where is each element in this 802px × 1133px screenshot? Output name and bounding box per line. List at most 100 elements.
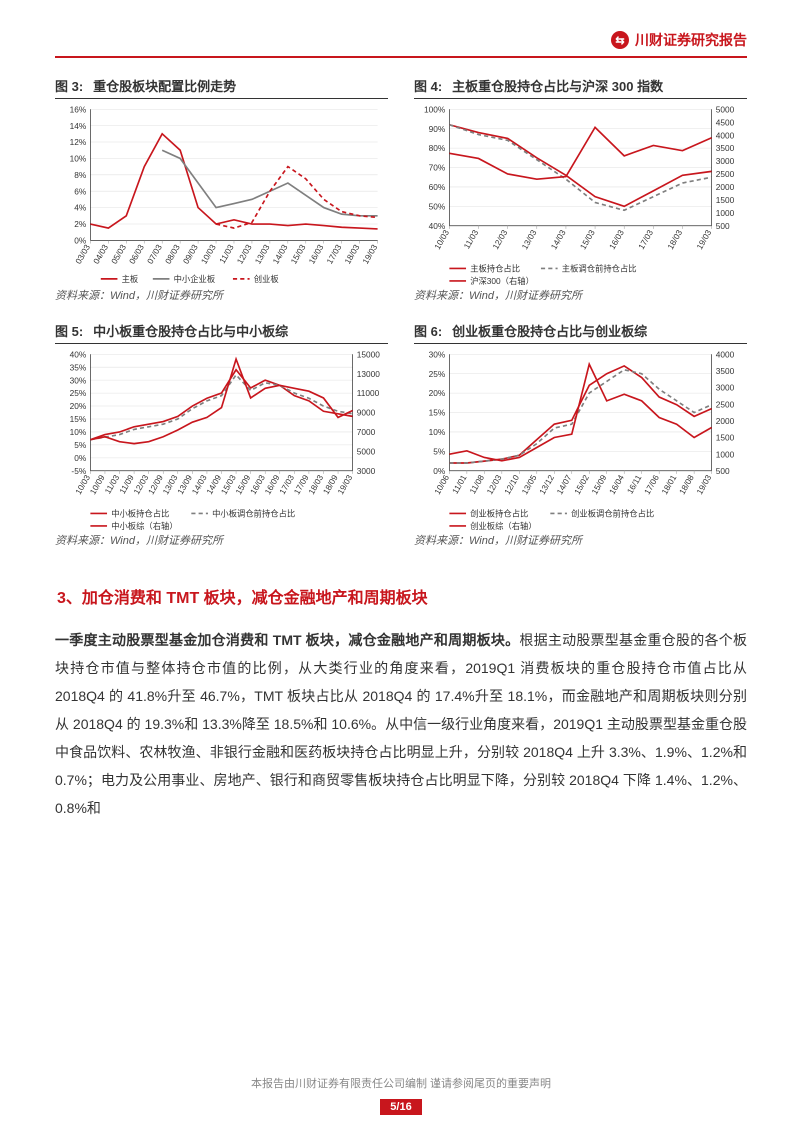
figure-3-source: 资料来源：Wind，川财证券研究所 xyxy=(55,287,388,303)
svg-text:60%: 60% xyxy=(429,182,446,192)
svg-text:14%: 14% xyxy=(70,121,87,131)
svg-text:08/03: 08/03 xyxy=(163,242,182,265)
svg-text:12/03: 12/03 xyxy=(490,228,509,251)
svg-text:14/03: 14/03 xyxy=(549,228,568,251)
svg-text:18/03: 18/03 xyxy=(665,228,684,251)
svg-text:40%: 40% xyxy=(70,349,87,359)
svg-text:19/03: 19/03 xyxy=(694,228,713,251)
svg-text:中小板综（右轴）: 中小板综（右轴） xyxy=(111,521,178,531)
svg-text:17/03: 17/03 xyxy=(636,228,655,251)
body-paragraph: 一季度主动股票型基金加仓消费和 TMT 板块，减仓金融地产和周期板块。根据主动股… xyxy=(55,626,747,822)
svg-text:25%: 25% xyxy=(70,388,87,398)
svg-text:09/03: 09/03 xyxy=(181,242,200,265)
svg-text:15%: 15% xyxy=(429,408,446,418)
svg-text:15/02: 15/02 xyxy=(572,473,591,496)
svg-text:2500: 2500 xyxy=(716,399,735,409)
svg-text:主板调仓前持仓占比: 主板调仓前持仓占比 xyxy=(562,264,637,274)
report-header: ⇆ 川财证券研究报告 xyxy=(55,30,747,58)
svg-text:4%: 4% xyxy=(74,203,87,213)
svg-text:创业板调仓前持仓占比: 创业板调仓前持仓占比 xyxy=(571,509,654,519)
svg-text:3000: 3000 xyxy=(357,466,376,476)
footer-disclaimer: 本报告由川财证券有限责任公司编制 谨请参阅尾页的重要声明 xyxy=(0,1075,802,1091)
svg-text:11/01: 11/01 xyxy=(450,473,469,496)
svg-text:07/03: 07/03 xyxy=(145,242,164,265)
svg-text:19/03: 19/03 xyxy=(694,473,713,496)
figure-4-source: 资料来源：Wind，川财证券研究所 xyxy=(414,287,747,303)
svg-text:主板持仓占比: 主板持仓占比 xyxy=(470,264,520,274)
figure-3-title: 重仓股板块配置比例走势 xyxy=(93,79,236,95)
svg-text:13/05: 13/05 xyxy=(519,473,538,496)
svg-text:19/03: 19/03 xyxy=(335,473,354,496)
svg-text:4000: 4000 xyxy=(716,349,735,359)
svg-text:11000: 11000 xyxy=(357,388,380,398)
svg-text:2%: 2% xyxy=(74,219,87,229)
figure-6-title: 创业板重仓股持仓占比与创业板综 xyxy=(452,324,647,340)
svg-text:04/03: 04/03 xyxy=(91,242,110,265)
svg-text:2000: 2000 xyxy=(716,182,735,192)
figure-5-title: 中小板重仓股持仓占比与中小板综 xyxy=(93,324,288,340)
svg-text:15%: 15% xyxy=(70,414,87,424)
svg-text:90%: 90% xyxy=(429,124,446,134)
svg-text:12/03: 12/03 xyxy=(235,242,254,265)
svg-text:10/06: 10/06 xyxy=(432,473,451,496)
svg-text:11/03: 11/03 xyxy=(461,228,480,251)
svg-text:10/03: 10/03 xyxy=(199,242,218,265)
svg-text:3000: 3000 xyxy=(716,156,735,166)
svg-text:14/07: 14/07 xyxy=(554,473,573,496)
svg-text:18/01: 18/01 xyxy=(659,473,678,496)
svg-text:创业板: 创业板 xyxy=(254,274,280,284)
svg-text:6%: 6% xyxy=(74,186,87,196)
svg-text:1000: 1000 xyxy=(716,208,735,218)
figure-4: 图 4: 主板重仓股持仓占比与沪深 300 指数 40%50%60%70%80%… xyxy=(414,76,747,303)
figure-3-chart: 0%2%4%6%8%10%12%14%16%03/0304/0305/0306/… xyxy=(55,103,388,283)
svg-text:中小板调仓前持仓占比: 中小板调仓前持仓占比 xyxy=(212,509,295,519)
svg-text:03/03: 03/03 xyxy=(73,242,92,265)
svg-text:20%: 20% xyxy=(429,388,446,398)
svg-text:16%: 16% xyxy=(70,104,87,114)
svg-text:中小板持仓占比: 中小板持仓占比 xyxy=(111,509,169,519)
svg-text:17/03: 17/03 xyxy=(324,242,343,265)
brand-logo-icon: ⇆ xyxy=(611,31,629,49)
svg-text:35%: 35% xyxy=(70,362,87,372)
figure-6-source: 资料来源：Wind，川财证券研究所 xyxy=(414,532,747,548)
svg-text:15/03: 15/03 xyxy=(288,242,307,265)
svg-text:100%: 100% xyxy=(424,104,446,114)
paragraph-body: 根据主动股票型基金重仓股的各个板块持仓市值与整体持仓市值的比例，从大类行业的角度… xyxy=(55,632,747,816)
figure-3-index: 图 3: xyxy=(55,76,83,95)
svg-text:70%: 70% xyxy=(429,163,446,173)
svg-text:7000: 7000 xyxy=(357,427,376,437)
svg-text:12/10: 12/10 xyxy=(502,473,521,496)
svg-text:10%: 10% xyxy=(70,154,87,164)
svg-text:11/03: 11/03 xyxy=(217,242,236,265)
figure-3: 图 3: 重仓股板块配置比例走势 0%2%4%6%8%10%12%14%16%0… xyxy=(55,76,388,303)
svg-text:500: 500 xyxy=(716,466,730,476)
svg-text:20%: 20% xyxy=(70,401,87,411)
svg-text:19/03: 19/03 xyxy=(360,242,379,265)
svg-text:8%: 8% xyxy=(74,170,87,180)
svg-text:13000: 13000 xyxy=(357,369,380,379)
svg-text:50%: 50% xyxy=(429,201,446,211)
svg-text:9000: 9000 xyxy=(357,408,376,418)
figure-4-index: 图 4: xyxy=(414,76,442,95)
svg-text:16/03: 16/03 xyxy=(607,228,626,251)
svg-text:10/03: 10/03 xyxy=(432,228,451,251)
svg-text:4000: 4000 xyxy=(716,130,735,140)
svg-text:12/03: 12/03 xyxy=(484,473,503,496)
svg-text:1500: 1500 xyxy=(716,433,735,443)
svg-text:5000: 5000 xyxy=(357,446,376,456)
page-number-badge: 5/16 xyxy=(380,1099,421,1115)
figure-6: 图 6: 创业板重仓股持仓占比与创业板综 0%5%10%15%20%25%30%… xyxy=(414,321,747,548)
svg-text:10%: 10% xyxy=(429,427,446,437)
svg-text:2500: 2500 xyxy=(716,169,735,179)
svg-text:主板: 主板 xyxy=(122,274,139,284)
svg-text:3000: 3000 xyxy=(716,383,735,393)
figure-6-index: 图 6: xyxy=(414,321,442,340)
svg-text:13/03: 13/03 xyxy=(519,228,538,251)
section-heading: 3、加仓消费和 TMT 板块，减仓金融地产和周期板块 xyxy=(55,584,747,608)
report-header-title: 川财证券研究报告 xyxy=(635,30,747,50)
svg-text:16/04: 16/04 xyxy=(607,473,626,496)
svg-text:16/03: 16/03 xyxy=(306,242,325,265)
svg-text:15/09: 15/09 xyxy=(589,473,608,496)
figure-5-chart: -5%0%5%10%15%20%25%30%35%40%300050007000… xyxy=(55,348,388,528)
figure-5: 图 5: 中小板重仓股持仓占比与中小板综 -5%0%5%10%15%20%25%… xyxy=(55,321,388,548)
